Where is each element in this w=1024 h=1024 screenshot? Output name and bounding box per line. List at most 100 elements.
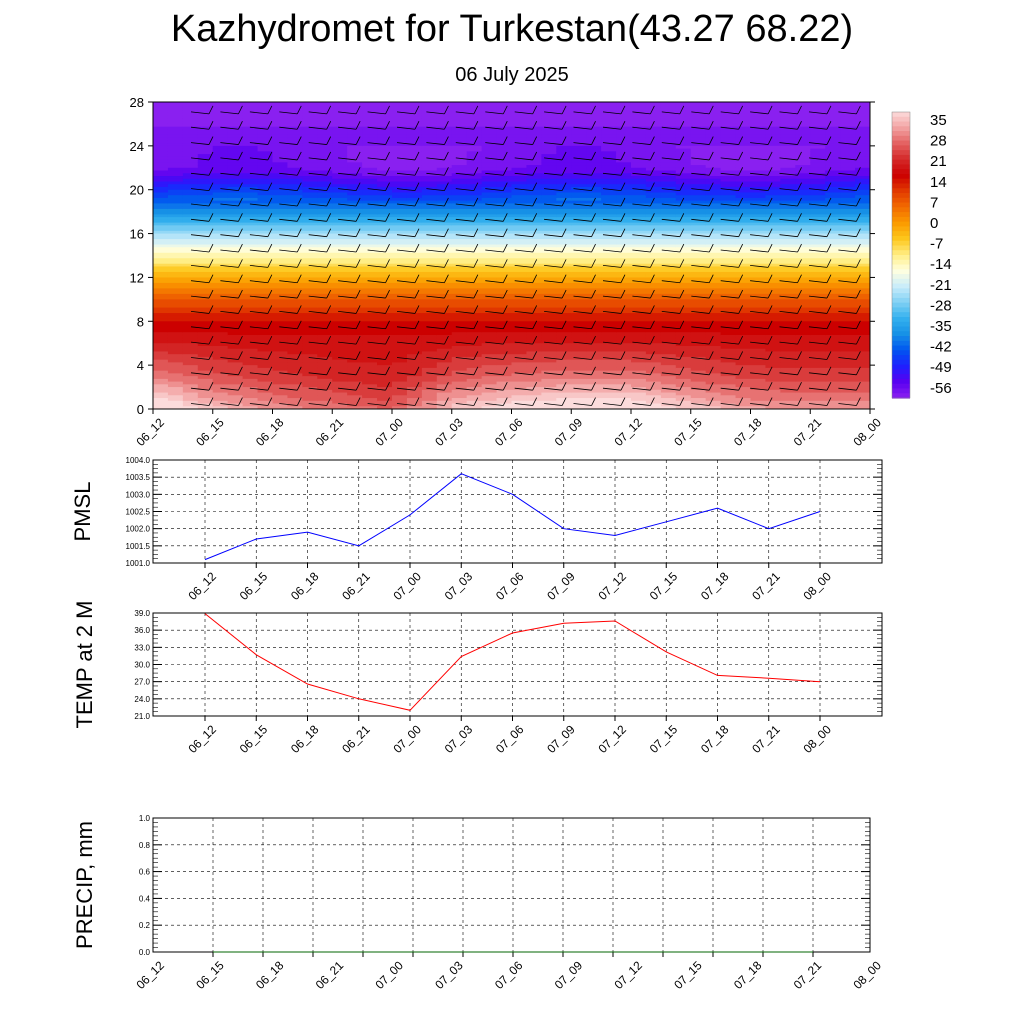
heatmap-cell — [705, 373, 722, 377]
heatmap-cell — [645, 126, 662, 131]
heatmap-cell — [645, 134, 662, 139]
heatmap-cell — [272, 288, 289, 292]
heatmap-cell — [481, 167, 498, 172]
heatmap-cell — [153, 211, 169, 215]
heatmap-cell — [257, 170, 274, 174]
heatmap-cell — [272, 126, 289, 131]
heatmap-cell — [421, 178, 438, 183]
heatmap-cell — [377, 258, 393, 262]
heatmap-cell — [392, 367, 408, 372]
heatmap-cell — [317, 162, 333, 166]
heatmap-cell — [631, 345, 647, 350]
heatmap-cell — [556, 299, 572, 303]
heatmap-cell — [317, 121, 333, 125]
heatmap-cell — [750, 282, 767, 287]
heatmap-cell — [556, 348, 572, 353]
heatmap-cell — [705, 343, 722, 347]
heatmap-cell — [347, 236, 363, 240]
heatmap-cell — [631, 269, 647, 273]
heatmap-cell — [735, 274, 752, 279]
heatmap-cell — [526, 154, 542, 158]
heatmap-cell — [212, 367, 229, 372]
heatmap-cell — [765, 104, 781, 109]
heatmap-cell — [377, 392, 393, 396]
heatmap-cell — [451, 271, 468, 276]
heatmap-cell — [795, 307, 811, 311]
heatmap-cell — [511, 217, 528, 221]
heatmap-cell — [556, 241, 572, 246]
heatmap-cell — [750, 137, 767, 141]
heatmap-cell — [735, 285, 752, 289]
heatmap-cell — [302, 285, 318, 289]
heatmap-cell — [795, 197, 811, 202]
heatmap-cell — [541, 162, 557, 166]
heatmap-cell — [212, 181, 229, 185]
heatmap-cell — [645, 324, 662, 328]
heatmap-cell — [347, 318, 363, 322]
heatmap-cell — [257, 318, 274, 322]
heatmap-cell — [451, 203, 468, 207]
heatmap-cell — [735, 123, 752, 128]
heatmap-cell — [466, 236, 483, 240]
heatmap-cell — [182, 271, 199, 276]
heatmap-cell — [720, 326, 737, 331]
heatmap-cell — [645, 233, 662, 237]
heatmap-cell — [660, 140, 677, 144]
heatmap-cell — [601, 313, 617, 317]
heatmap-cell — [272, 271, 289, 276]
heatmap-cell — [675, 115, 692, 120]
heatmap-cell — [406, 324, 423, 328]
heatmap-cell — [526, 337, 542, 342]
heatmap-cell — [436, 376, 453, 380]
heatmap-cell — [272, 123, 289, 128]
heatmap-cell — [511, 132, 528, 136]
heatmap-cell — [601, 403, 617, 407]
heatmap-cell — [571, 197, 587, 202]
heatmap-cell — [735, 159, 752, 163]
heatmap-cell — [720, 123, 737, 128]
heatmap-cell — [735, 282, 752, 287]
heatmap-cell — [735, 102, 752, 106]
heatmap-cell — [765, 299, 781, 303]
heatmap-cell — [167, 233, 184, 237]
heatmap-cell — [317, 389, 333, 394]
heatmap-cell — [511, 324, 528, 328]
heatmap-cell — [780, 381, 796, 385]
heatmap-cell — [631, 324, 647, 328]
heatmap-cell — [421, 123, 438, 128]
heatmap-cell — [586, 296, 602, 300]
heatmap-cell — [406, 176, 423, 180]
heatmap-cell — [720, 255, 737, 259]
heatmap-cell — [675, 324, 692, 328]
heatmap-cell — [406, 132, 423, 136]
heatmap-cell — [496, 266, 513, 270]
heatmap-cell — [631, 225, 647, 229]
heatmap-cell — [541, 384, 557, 388]
heatmap-cell — [750, 211, 767, 215]
heatmap-cell — [675, 244, 692, 248]
heatmap-cell — [571, 236, 587, 240]
heatmap-cell — [571, 129, 587, 133]
heatmap-cell — [705, 165, 722, 169]
heatmap-cell — [466, 214, 483, 218]
heatmap-cell — [616, 225, 632, 229]
heatmap-cell — [227, 389, 244, 394]
heatmap-cell — [720, 189, 737, 194]
heatmap-cell — [735, 343, 752, 347]
heatmap-cell — [496, 291, 513, 295]
heatmap-cell — [377, 140, 393, 144]
heatmap-cell — [153, 285, 169, 289]
heatmap-cell — [287, 203, 303, 207]
heatmap-cell — [496, 324, 513, 328]
heatmap-cell — [571, 192, 587, 196]
heatmap-cell — [257, 258, 274, 262]
heatmap-cell — [212, 118, 229, 122]
heatmap-cell — [631, 140, 647, 144]
heatmap-cell — [257, 214, 274, 218]
heatmap-cell — [212, 126, 229, 131]
heatmap-cell — [436, 389, 453, 394]
heatmap-cell — [795, 115, 811, 120]
heatmap-cell — [556, 203, 572, 207]
heatmap-cell — [720, 206, 737, 210]
heatmap-cell — [242, 403, 259, 407]
